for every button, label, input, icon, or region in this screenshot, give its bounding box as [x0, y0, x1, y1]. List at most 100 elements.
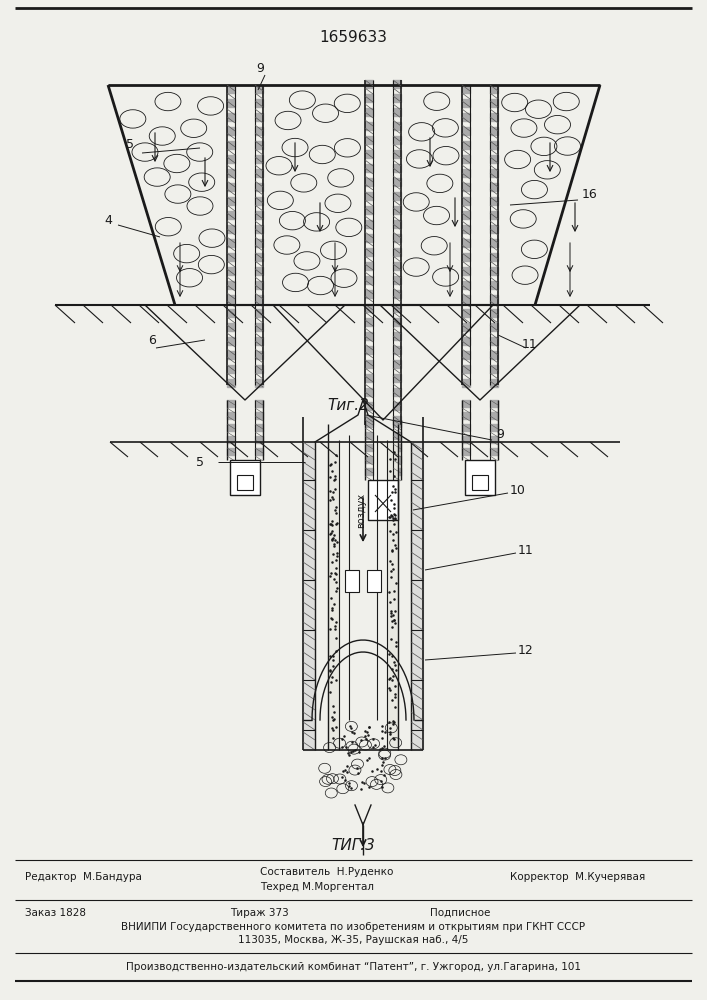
Text: 6: 6 [148, 334, 156, 347]
Polygon shape [227, 295, 235, 303]
Polygon shape [393, 164, 401, 172]
Polygon shape [393, 220, 401, 228]
Polygon shape [227, 183, 235, 191]
Polygon shape [227, 155, 235, 163]
Bar [465, 460, 495, 495]
Polygon shape [365, 402, 373, 410]
Polygon shape [365, 136, 373, 144]
Polygon shape [490, 99, 498, 107]
Polygon shape [393, 346, 401, 354]
Polygon shape [462, 351, 470, 359]
Polygon shape [227, 99, 235, 107]
Polygon shape [490, 127, 498, 135]
Text: 9: 9 [496, 428, 504, 442]
Polygon shape [255, 295, 263, 303]
Polygon shape [365, 234, 373, 242]
Polygon shape [462, 424, 470, 431]
Bar [472, 475, 488, 490]
Polygon shape [255, 169, 263, 177]
Polygon shape [227, 400, 235, 407]
Text: 5: 5 [126, 138, 134, 151]
Polygon shape [255, 323, 263, 331]
Polygon shape [255, 351, 263, 359]
Polygon shape [365, 192, 373, 200]
Text: ΤИГ.3: ΤИГ.3 [331, 838, 375, 852]
Polygon shape [490, 424, 498, 431]
Bar [230, 460, 260, 495]
Polygon shape [393, 374, 401, 382]
Polygon shape [490, 155, 498, 163]
Polygon shape [490, 379, 498, 387]
Polygon shape [255, 183, 263, 191]
Text: ВНИИПИ Государственного комитета по изобретениям и открытиям при ГКНТ СССР: ВНИИПИ Государственного комитета по изоб… [121, 922, 585, 932]
Polygon shape [365, 262, 373, 270]
Polygon shape [255, 379, 263, 387]
Polygon shape [462, 183, 470, 191]
Polygon shape [393, 248, 401, 256]
Polygon shape [393, 388, 401, 396]
Polygon shape [393, 416, 401, 424]
Polygon shape [490, 113, 498, 121]
Polygon shape [227, 365, 235, 373]
Polygon shape [255, 85, 263, 93]
Polygon shape [462, 253, 470, 261]
Polygon shape [255, 448, 263, 455]
Polygon shape [365, 304, 373, 312]
Polygon shape [462, 309, 470, 317]
Polygon shape [255, 400, 263, 407]
Polygon shape [490, 183, 498, 191]
Polygon shape [393, 94, 401, 102]
Polygon shape [227, 225, 235, 233]
Polygon shape [393, 206, 401, 214]
Polygon shape [227, 211, 235, 219]
Text: 1659633: 1659633 [319, 30, 387, 45]
Polygon shape [227, 424, 235, 431]
Polygon shape [227, 253, 235, 261]
Polygon shape [462, 400, 470, 407]
Polygon shape [490, 309, 498, 317]
Polygon shape [490, 253, 498, 261]
Polygon shape [365, 332, 373, 340]
Polygon shape [255, 365, 263, 373]
Polygon shape [490, 197, 498, 205]
Text: 10: 10 [510, 484, 526, 496]
Polygon shape [462, 436, 470, 443]
Polygon shape [393, 122, 401, 130]
Polygon shape [393, 290, 401, 298]
Polygon shape [255, 424, 263, 431]
Polygon shape [227, 309, 235, 317]
Polygon shape [365, 80, 373, 88]
Polygon shape [227, 436, 235, 443]
Polygon shape [490, 365, 498, 373]
Text: 113035, Москва, Ж-35, Раушская наб., 4/5: 113035, Москва, Ж-35, Раушская наб., 4/5 [238, 935, 468, 945]
Polygon shape [365, 150, 373, 158]
Polygon shape [393, 178, 401, 186]
Polygon shape [365, 248, 373, 256]
Polygon shape [227, 351, 235, 359]
Text: 5: 5 [196, 456, 204, 468]
Text: 9: 9 [256, 62, 264, 75]
Polygon shape [227, 239, 235, 247]
Polygon shape [393, 444, 401, 451]
Polygon shape [365, 360, 373, 368]
Text: 11: 11 [518, 544, 534, 556]
Polygon shape [462, 412, 470, 419]
Polygon shape [255, 267, 263, 275]
Polygon shape [365, 178, 373, 186]
Text: Составитель  Н.Руденко: Составитель Н.Руденко [260, 867, 393, 877]
Polygon shape [365, 432, 373, 439]
Polygon shape [365, 374, 373, 382]
Polygon shape [393, 360, 401, 368]
Polygon shape [328, 442, 339, 750]
Polygon shape [303, 442, 315, 750]
Polygon shape [227, 379, 235, 387]
Text: Редактор  М.Бандура: Редактор М.Бандура [25, 872, 142, 882]
Polygon shape [365, 276, 373, 284]
Polygon shape [227, 113, 235, 121]
Polygon shape [227, 127, 235, 135]
Polygon shape [462, 225, 470, 233]
Polygon shape [490, 323, 498, 331]
Polygon shape [227, 323, 235, 331]
Polygon shape [393, 80, 401, 88]
Polygon shape [462, 448, 470, 455]
